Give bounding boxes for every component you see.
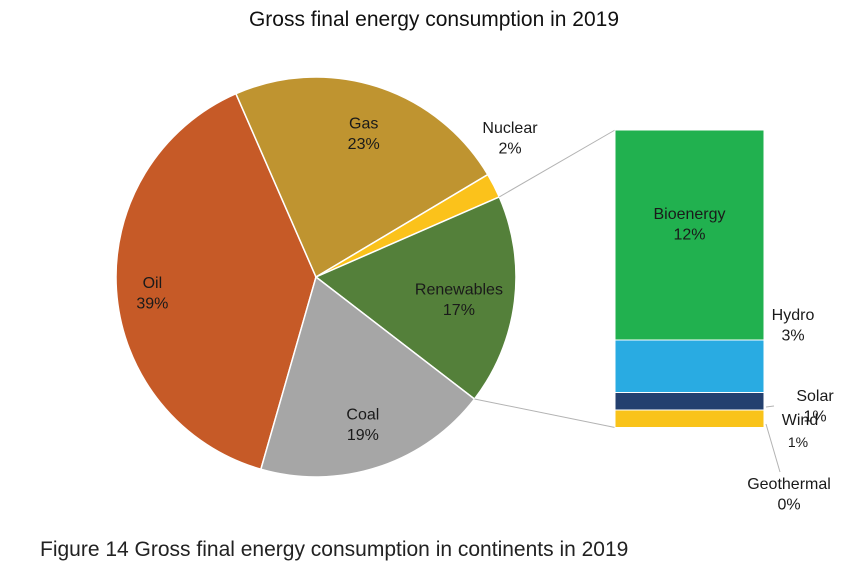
bar-label-geothermal: Geothermal 0% bbox=[747, 476, 831, 513]
pie-slice-coal bbox=[259, 275, 476, 478]
bar-segment-hydro bbox=[614, 339, 765, 393]
connector-line-top bbox=[499, 129, 616, 198]
bar-segment-wind bbox=[614, 409, 765, 428]
pie-label-coal: Coal 19% bbox=[346, 406, 379, 443]
connector-lines bbox=[474, 129, 781, 473]
connector-line-bottom bbox=[474, 398, 616, 428]
pie-label-renewables: Renewables 17% bbox=[415, 282, 503, 319]
leader-line-solar bbox=[765, 405, 775, 408]
chart-area: Oil 39% Gas 23% Nuclear 2% Renewables 17% Coal 19… bbox=[115, 76, 834, 513]
bar-segment-bioenergy bbox=[614, 129, 765, 341]
chart-labels: Oil 39% Gas 23% Nuclear 2% Renewables 17% Coal 19… bbox=[136, 115, 834, 513]
bar-label-bioenergy: Bioenergy 12% bbox=[653, 206, 725, 243]
bar-label-hydro: Hydro 3% bbox=[772, 307, 815, 344]
bar-value-wind: 1% bbox=[788, 434, 808, 450]
leader-line-geothermal bbox=[765, 423, 781, 473]
bar-label-solar: Solar 1% bbox=[796, 388, 834, 425]
pie-label-gas: Gas 23% bbox=[348, 115, 380, 152]
pie-chart bbox=[115, 76, 517, 478]
renewables-breakdown-bar bbox=[614, 129, 765, 428]
chart-title: Gross final energy consumption in 2019 bbox=[248, 8, 620, 31]
figure-caption: Figure 14 Gross final energy consumption… bbox=[40, 538, 629, 561]
bar-segment-solar bbox=[614, 392, 765, 411]
pie-label-nuclear: Nuclear 2% bbox=[482, 120, 538, 157]
bar-label-wind: Wind bbox=[782, 412, 818, 429]
pie-slice-renewables bbox=[314, 195, 517, 401]
pie-slice-oil bbox=[115, 92, 317, 471]
pie-label-oil: Oil 39% bbox=[136, 275, 168, 312]
pie-slice-gas bbox=[234, 76, 489, 279]
